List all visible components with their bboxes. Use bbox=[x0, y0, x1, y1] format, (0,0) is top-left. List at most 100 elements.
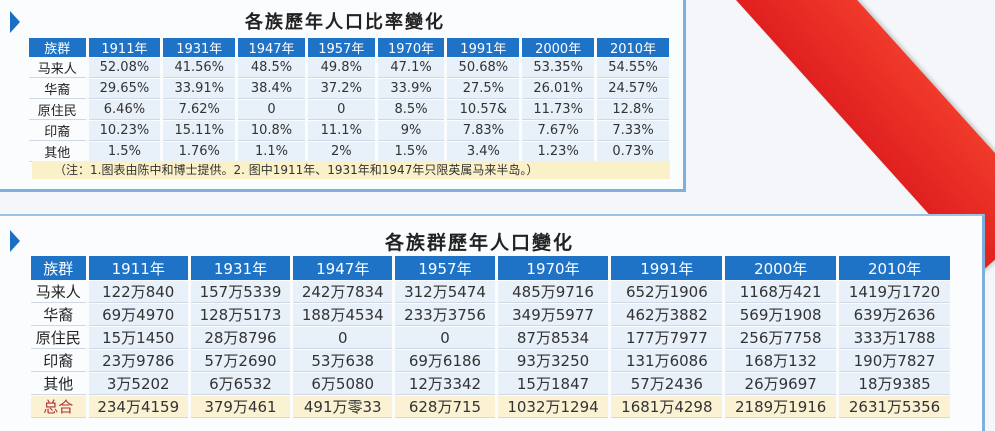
row-label: 原住民 bbox=[29, 100, 86, 120]
table-cell: 122万840 bbox=[88, 281, 188, 303]
table-cell: 1419万1720 bbox=[839, 281, 950, 303]
row-label: 其他 bbox=[31, 373, 86, 395]
table-cell: 462万3882 bbox=[611, 304, 723, 326]
table-cell: 15万1450 bbox=[88, 327, 188, 349]
table-cell: 12万3342 bbox=[395, 373, 495, 395]
table-cell: 628万715 bbox=[395, 396, 495, 418]
row-label: 其他 bbox=[29, 142, 86, 162]
table-cell: 37.2% bbox=[307, 79, 375, 99]
column-header: 1970年 bbox=[497, 256, 609, 280]
table-cell: 50.68% bbox=[447, 58, 520, 78]
table-row: 其他 3万5202 6万6532 6万5080 12万3342 15万1847 57万243… bbox=[31, 373, 950, 395]
group-column-header: 族群 bbox=[31, 256, 86, 280]
table-cell: 652万1906 bbox=[611, 281, 723, 303]
total-row: 总合 234万4159 379万461 491万零33 628万715 1032万1294… bbox=[31, 396, 950, 418]
table-cell: 29.65% bbox=[88, 79, 161, 99]
table-cell: 11.73% bbox=[522, 100, 595, 120]
row-label: 总合 bbox=[31, 396, 86, 418]
table-cell: 12.8% bbox=[597, 100, 669, 120]
table-cell: 69万6186 bbox=[395, 350, 495, 372]
table-cell: 131万6086 bbox=[611, 350, 723, 372]
table-row: 原住民 6.46% 7.62% 0 0 8.5% 10.57& 11.73% 12.8% bbox=[29, 100, 669, 120]
table-cell: 0 bbox=[307, 100, 375, 120]
table-cell: 312万5474 bbox=[395, 281, 495, 303]
table-cell: 26.01% bbox=[522, 79, 595, 99]
column-header: 2000年 bbox=[725, 256, 837, 280]
table-cell: 569万1908 bbox=[725, 304, 837, 326]
table-cell: 242万7834 bbox=[293, 281, 393, 303]
table-cell: 54.55% bbox=[597, 58, 669, 78]
table-cell: 0 bbox=[238, 100, 305, 120]
table-cell: 256万7758 bbox=[725, 327, 837, 349]
table-cell: 1.1% bbox=[238, 142, 305, 162]
table-cell: 1032万1294 bbox=[497, 396, 609, 418]
table-cell: 15万1847 bbox=[497, 373, 609, 395]
table-cell: 2631万5356 bbox=[839, 396, 950, 418]
column-header: 1931年 bbox=[190, 256, 291, 280]
table-cell: 18万9385 bbox=[839, 373, 950, 395]
arrow-marker-icon bbox=[10, 230, 20, 252]
row-label: 马来人 bbox=[31, 281, 86, 303]
column-header: 1911年 bbox=[88, 38, 161, 57]
table-cell: 10.8% bbox=[238, 121, 305, 141]
table-cell: 7.83% bbox=[447, 121, 520, 141]
table-cell: 234万4159 bbox=[88, 396, 188, 418]
table-cell: 69万4970 bbox=[88, 304, 188, 326]
table-cell: 33.91% bbox=[163, 79, 236, 99]
column-header: 2010年 bbox=[597, 38, 669, 57]
table-cell: 52.08% bbox=[88, 58, 161, 78]
table-cell: 379万461 bbox=[190, 396, 291, 418]
table-cell: 1.5% bbox=[88, 142, 161, 162]
row-label: 华裔 bbox=[31, 304, 86, 326]
column-header: 2000年 bbox=[522, 38, 595, 57]
group-column-header: 族群 bbox=[29, 38, 86, 57]
table-cell: 177万7977 bbox=[611, 327, 723, 349]
table-cell: 48.5% bbox=[238, 58, 305, 78]
table-cell: 27.5% bbox=[447, 79, 520, 99]
table-cell: 0 bbox=[395, 327, 495, 349]
table-cell: 188万4534 bbox=[293, 304, 393, 326]
table-cell: 1168万421 bbox=[725, 281, 837, 303]
ratio-table-title: 各族歷年人口比率變化 bbox=[245, 12, 445, 33]
column-header: 1970年 bbox=[377, 38, 445, 57]
table-cell: 10.57& bbox=[447, 100, 520, 120]
table-row: 印裔 23万9786 57万2690 53万638 69万6186 93万3250 131万… bbox=[31, 350, 950, 372]
table-cell: 38.4% bbox=[238, 79, 305, 99]
column-header: 1991年 bbox=[611, 256, 723, 280]
table-cell: 7.62% bbox=[163, 100, 236, 120]
table-cell: 23万9786 bbox=[88, 350, 188, 372]
table-cell: 6万5080 bbox=[293, 373, 393, 395]
row-label: 华裔 bbox=[29, 79, 86, 99]
table-cell: 349万5977 bbox=[497, 304, 609, 326]
table-cell: 0 bbox=[293, 327, 393, 349]
table-cell: 1.5% bbox=[377, 142, 445, 162]
table-cell: 168万132 bbox=[725, 350, 837, 372]
ratio-table-note: （注：1.图表由陈中和博士提供。2. 图中1911年、1931年和1947年只限… bbox=[32, 161, 670, 179]
table-cell: 233万3756 bbox=[395, 304, 495, 326]
table-cell: 87万8534 bbox=[497, 327, 609, 349]
table-cell: 49.8% bbox=[307, 58, 375, 78]
table-row: 华裔 29.65% 33.91% 38.4% 37.2% 33.9% 27.5% 26.01%… bbox=[29, 79, 669, 99]
table-cell: 41.56% bbox=[163, 58, 236, 78]
table-row: 华裔 69万4970 128万5173 188万4534 233万3756 349万597… bbox=[31, 304, 950, 326]
table-cell: 93万3250 bbox=[497, 350, 609, 372]
table-cell: 33.9% bbox=[377, 79, 445, 99]
table-cell: 190万7827 bbox=[839, 350, 950, 372]
column-header: 1947年 bbox=[238, 38, 305, 57]
table-cell: 6万6532 bbox=[190, 373, 291, 395]
table-cell: 11.1% bbox=[307, 121, 375, 141]
table-row: 其他 1.5% 1.76% 1.1% 2% 1.5% 3.4% 1.23% 0.73% bbox=[29, 142, 669, 162]
table-cell: 485万9716 bbox=[497, 281, 609, 303]
column-header: 1931年 bbox=[163, 38, 236, 57]
column-header: 1991年 bbox=[447, 38, 520, 57]
column-header: 1957年 bbox=[307, 38, 375, 57]
table-cell: 639万2636 bbox=[839, 304, 950, 326]
table-cell: 57万2690 bbox=[190, 350, 291, 372]
column-header: 1911年 bbox=[88, 256, 188, 280]
table-cell: 3万5202 bbox=[88, 373, 188, 395]
table-cell: 9% bbox=[377, 121, 445, 141]
table-cell: 24.57% bbox=[597, 79, 669, 99]
table-cell: 28万8796 bbox=[190, 327, 291, 349]
table-cell: 7.67% bbox=[522, 121, 595, 141]
table-cell: 157万5339 bbox=[190, 281, 291, 303]
